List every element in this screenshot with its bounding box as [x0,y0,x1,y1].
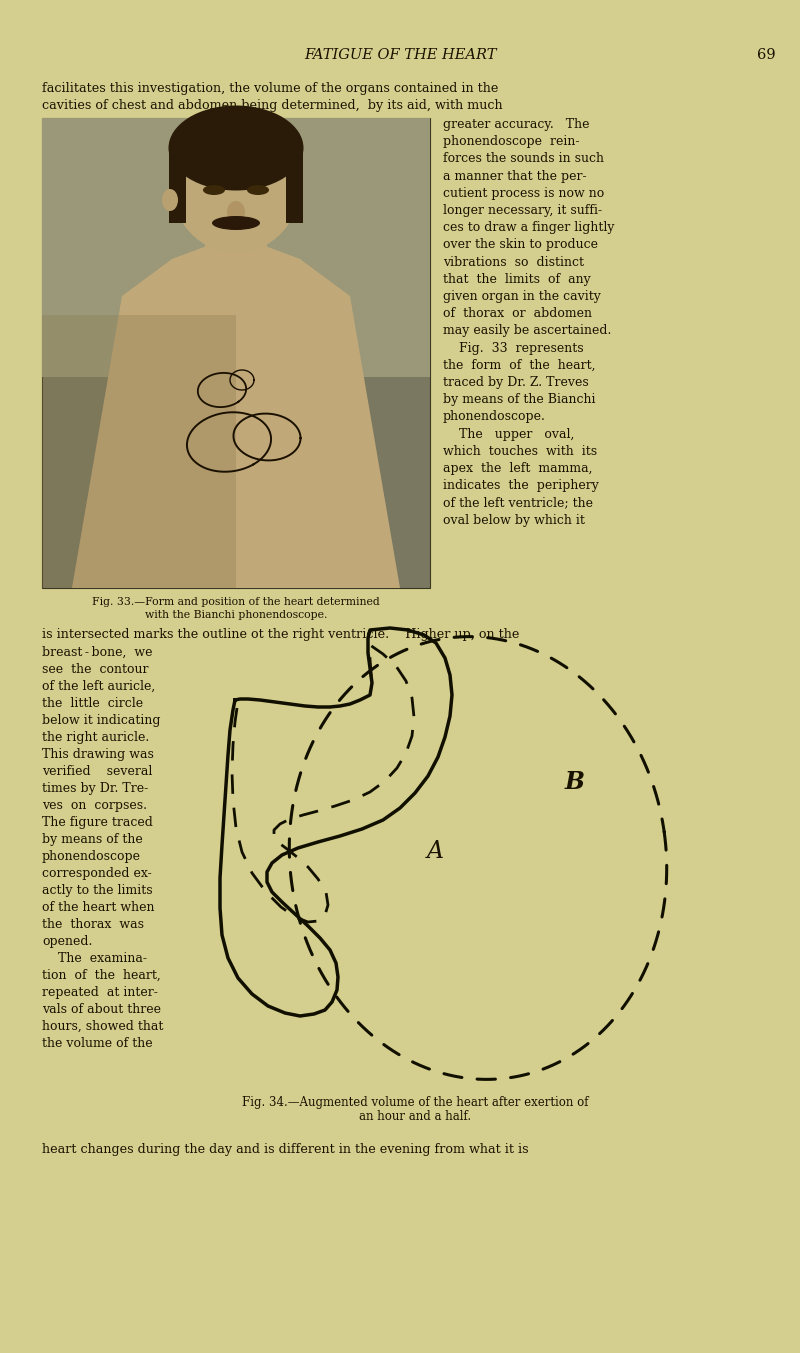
Text: see  the  contour: see the contour [42,663,149,676]
Text: of the heart when: of the heart when [42,901,154,915]
Bar [169,147,186,223]
Text: phonendoscope.: phonendoscope. [443,410,546,423]
Text: vibrations  so  distinct: vibrations so distinct [443,256,584,269]
Text: phonendoscope  rein-: phonendoscope rein- [443,135,579,149]
Bar [286,147,303,223]
Polygon shape [72,244,400,589]
Text: the  thorax  was: the thorax was [42,917,144,931]
Text: apex  the  left  mamma,: apex the left mamma, [443,461,593,475]
Text: a manner that the per-: a manner that the per- [443,169,586,183]
Text: which  touches  with  its: which touches with its [443,445,597,457]
Text: cutient process is now no: cutient process is now no [443,187,604,200]
Ellipse shape [212,216,260,230]
Text: by means of the Bianchi: by means of the Bianchi [443,394,595,406]
Text: B: B [565,770,585,794]
Ellipse shape [171,114,301,253]
Text: Fig. 34.—Augmented volume of the heart after exertion of: Fig. 34.—Augmented volume of the heart a… [242,1096,588,1109]
Text: Fig.  33  represents: Fig. 33 represents [443,341,584,354]
Text: oval below by which it: oval below by which it [443,514,585,526]
Text: an hour and a half.: an hour and a half. [359,1109,471,1123]
Text: actly to the limits: actly to the limits [42,884,153,897]
Text: This drawing was: This drawing was [42,748,154,760]
Text: forces the sounds in such: forces the sounds in such [443,153,604,165]
Text: that  the  limits  of  any: that the limits of any [443,273,590,285]
Bar [42,315,236,589]
Text: A: A [426,840,443,863]
Text: with the Bianchi phonendoscope.: with the Bianchi phonendoscope. [145,610,327,620]
Bar [42,118,430,589]
Text: FATIGUE OF THE HEART: FATIGUE OF THE HEART [304,47,496,62]
Ellipse shape [247,185,269,195]
Text: below it indicating: below it indicating [42,714,161,727]
Text: vals of about three: vals of about three [42,1003,161,1016]
Ellipse shape [203,185,225,195]
Bar [42,118,430,376]
Text: The figure traced: The figure traced [42,816,153,829]
Text: greater accuracy.   The: greater accuracy. The [443,118,590,131]
Text: the  little  circle: the little circle [42,697,143,710]
Text: indicates  the  periphery: indicates the periphery [443,479,599,492]
Text: of  thorax  or  abdomen: of thorax or abdomen [443,307,592,321]
Ellipse shape [162,189,178,211]
Text: facilitates this investigation, the volume of the organs contained in the: facilitates this investigation, the volu… [42,83,498,95]
Text: heart changes during the day and is different in the evening from what it is: heart changes during the day and is diff… [42,1143,529,1155]
Text: verified    several: verified several [42,764,152,778]
Text: the right auricle.: the right auricle. [42,731,150,744]
Text: Fig. 33.—Form and position of the heart determined: Fig. 33.—Form and position of the heart … [92,597,380,607]
Text: repeated  at inter-: repeated at inter- [42,986,158,999]
Text: is intersected marks the outline ot the right ventricle.    Higher up, on the: is intersected marks the outline ot the … [42,628,519,641]
Text: traced by Dr. Z. Treves: traced by Dr. Z. Treves [443,376,589,390]
Text: corresponded ex-: corresponded ex- [42,867,152,879]
Text: longer necessary, it suffi-: longer necessary, it suffi- [443,204,602,216]
Text: The  examina-: The examina- [42,953,147,965]
Text: breast - bone,  we: breast - bone, we [42,645,153,659]
Bar [205,230,267,267]
Text: The   upper   oval,: The upper oval, [443,428,574,441]
Text: over the skin to produce: over the skin to produce [443,238,598,252]
Text: given organ in the cavity: given organ in the cavity [443,290,601,303]
Text: the  form  of  the  heart,: the form of the heart, [443,359,595,372]
Text: the volume of the: the volume of the [42,1036,153,1050]
Text: may easily be ascertained.: may easily be ascertained. [443,325,611,337]
Text: ces to draw a finger lightly: ces to draw a finger lightly [443,221,614,234]
Text: opened.: opened. [42,935,92,948]
Ellipse shape [169,106,303,191]
Text: times by Dr. Tre-: times by Dr. Tre- [42,782,148,796]
Text: tion  of  the  heart,: tion of the heart, [42,969,161,982]
Text: by means of the: by means of the [42,833,142,846]
Ellipse shape [227,202,245,223]
Text: hours, showed that: hours, showed that [42,1020,163,1032]
Text: of the left auricle,: of the left auricle, [42,681,155,693]
Text: ves  on  corpses.: ves on corpses. [42,800,147,812]
Text: phonendoscope: phonendoscope [42,850,141,863]
Text: cavities of chest and abdomen being determined,  by its aid, with much: cavities of chest and abdomen being dete… [42,99,502,112]
Text: 69: 69 [757,47,776,62]
Text: of the left ventricle; the: of the left ventricle; the [443,497,593,509]
